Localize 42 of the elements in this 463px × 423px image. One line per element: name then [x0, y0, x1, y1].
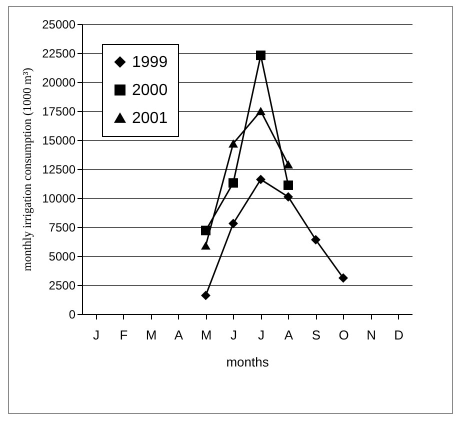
point: [228, 218, 238, 228]
point: [228, 139, 238, 148]
y-tick-label: 20000: [42, 76, 76, 90]
x-tick-label: J: [258, 328, 264, 342]
legend-label: 2001: [132, 110, 168, 127]
point: [201, 290, 210, 300]
x-tick-label: O: [338, 328, 349, 342]
point: [228, 178, 238, 188]
point: [284, 180, 293, 190]
point: [284, 160, 293, 168]
y-tick-label: 25000: [42, 18, 76, 32]
y-tick-label: 22500: [42, 46, 76, 60]
point: [201, 226, 210, 236]
x-tick-label: J: [93, 328, 100, 342]
y-tick-label: 17500: [42, 104, 76, 118]
y-tick-label: 12500: [42, 162, 76, 176]
x-axis-title: months: [226, 354, 270, 370]
x-tick-label: A: [284, 328, 294, 342]
x-tick-label: N: [366, 328, 376, 342]
point: [284, 192, 293, 202]
point: [256, 106, 266, 116]
x-tick-label: F: [120, 328, 128, 342]
y-tick-label: 7500: [48, 220, 76, 234]
point: [256, 174, 266, 184]
point: [201, 241, 210, 250]
y-tick-label: 2500: [48, 278, 76, 292]
y-tick-label: 10000: [42, 192, 76, 206]
legend-label: 2000: [132, 82, 168, 99]
x-tick-label: J: [230, 328, 237, 342]
y-tick-label: 15000: [42, 134, 76, 148]
point: [311, 235, 320, 245]
x-tick-label: S: [312, 328, 321, 342]
x-tick-label: D: [394, 328, 404, 342]
y-tick-label: 5000: [48, 250, 76, 264]
x-tick-label: M: [146, 328, 157, 342]
x-tick-label: A: [174, 328, 184, 342]
point: [338, 273, 348, 283]
y-tick-label: 0: [68, 308, 76, 322]
x-tick-label: M: [200, 328, 212, 342]
point: [256, 50, 266, 60]
y-axis-title: monthly irrigation consumption (1000 m³): [20, 68, 34, 272]
legend-label: 1999: [132, 54, 168, 71]
